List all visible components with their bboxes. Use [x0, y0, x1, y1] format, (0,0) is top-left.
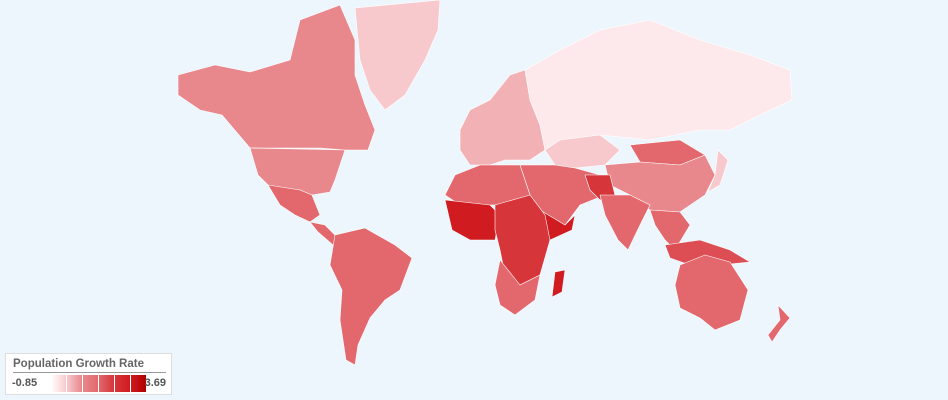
region-australia[interactable]	[674, 254, 749, 331]
region-south-america[interactable]	[329, 227, 413, 366]
region-indonesia-png[interactable]	[664, 239, 751, 266]
region-japan[interactable]	[707, 149, 729, 193]
legend-title: Population Growth Rate	[13, 358, 144, 370]
legend-divider	[13, 372, 166, 373]
legend-color-scale	[51, 375, 147, 392]
region-china[interactable]	[604, 154, 716, 213]
region-greenland[interactable]	[354, 0, 441, 111]
region-india[interactable]	[599, 194, 651, 251]
legend-swatch	[83, 375, 98, 392]
legend-swatch	[51, 375, 66, 392]
legend-max-label: 3.69	[144, 377, 166, 389]
legend: Population Growth Rate -0.85 3.69	[5, 353, 172, 395]
legend-swatch	[131, 375, 146, 392]
region-canada-alaska[interactable]	[177, 4, 376, 151]
region-mexico[interactable]	[267, 184, 321, 223]
legend-swatch	[67, 375, 82, 392]
legend-swatch	[115, 375, 130, 392]
legend-swatch	[99, 375, 114, 392]
legend-min-label: -0.85	[12, 377, 38, 389]
region-usa[interactable]	[249, 147, 346, 196]
region-russia-north-asia[interactable]	[524, 19, 793, 151]
region-west-africa[interactable]	[444, 199, 501, 241]
region-madagascar[interactable]	[551, 269, 566, 298]
region-southern-africa[interactable]	[494, 259, 541, 316]
region-new-zealand[interactable]	[767, 304, 791, 343]
